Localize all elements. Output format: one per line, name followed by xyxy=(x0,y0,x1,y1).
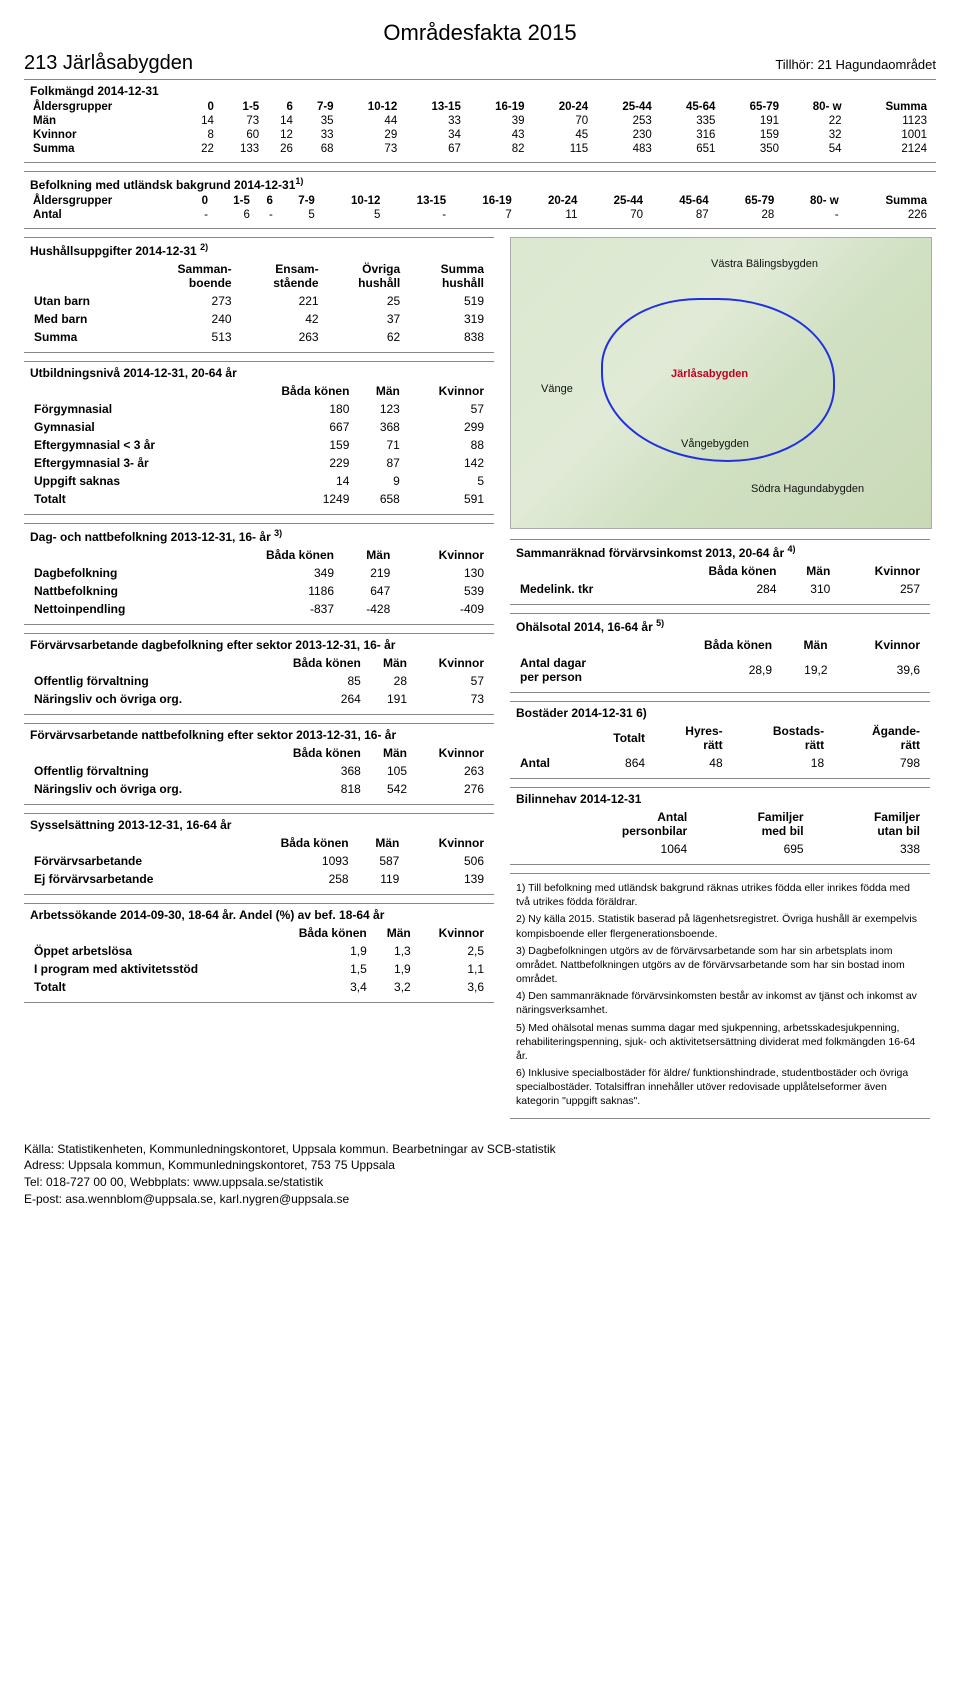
col-label: Åldersgrupper xyxy=(30,194,188,208)
cars-table: Antal personbilarFamiljer med bilFamilje… xyxy=(516,808,924,858)
footer-contact: Tel: 018-727 00 00, Webbplats: www.uppsa… xyxy=(24,1174,936,1191)
jobseek-title: Arbetssökande 2014-09-30, 18-64 år. Ande… xyxy=(30,908,488,922)
education-title: Utbildningsnivå 2014-12-31, 20-64 år xyxy=(30,366,488,380)
population-box: Folkmängd 2014-12-31 Åldersgrupper 0 1-5… xyxy=(24,79,936,163)
table-row: Öppet arbetslösa1,91,32,5 xyxy=(30,942,488,960)
foreign-box: Befolkning med utländsk bakgrund 2014-12… xyxy=(24,171,936,229)
table-row: Antal8644818798 xyxy=(516,754,924,772)
employment-table: Båda könenMänKvinnor Förvärvsarbetande10… xyxy=(30,834,488,888)
map-se-label: Södra Hagundabygden xyxy=(751,483,864,495)
employment-title: Sysselsättning 2013-12-31, 16-64 år xyxy=(30,818,488,832)
education-table: Båda könenMänKvinnor Förgymnasial1801235… xyxy=(30,382,488,508)
daynight-title: Dag- och nattbefolkning 2013-12-31, 16- … xyxy=(30,528,488,544)
night-sector-table: Båda könenMänKvinnor Offentlig förvaltni… xyxy=(30,744,488,798)
footnotes-box: 1) Till befolkning med utländsk bakgrund… xyxy=(510,873,930,1119)
illhealth-box: Ohälsotal 2014, 16-64 år 5) Båda könenMä… xyxy=(510,613,930,693)
belongs-to: Tillhör: 21 Hagundaområdet xyxy=(775,57,936,72)
table-row: Ej förvärvsarbetande258119139 xyxy=(30,870,488,888)
page-footer: Källa: Statistikenheten, Kommunledningsk… xyxy=(24,1141,936,1208)
table-row: Med barn2404237319 xyxy=(30,310,488,328)
household-title: Hushållsuppgifter 2014-12-31 2) xyxy=(30,242,488,258)
population-title: Folkmängd 2014-12-31 xyxy=(30,84,930,98)
table-row: Totalt1249658591 xyxy=(30,490,488,508)
cars-title: Bilinnehav 2014-12-31 xyxy=(516,792,924,806)
table-row: Eftergymnasial 3- år22987142 xyxy=(30,454,488,472)
illhealth-title: Ohälsotal 2014, 16-64 år 5) xyxy=(516,618,924,634)
night-sector-box: Förvärvsarbetande nattbefolkning efter s… xyxy=(24,723,494,805)
table-row: Dagbefolkning349219130 xyxy=(30,564,488,582)
table-row: I program med aktivitetsstöd1,51,91,1 xyxy=(30,960,488,978)
map-s1-label: Vångebygden xyxy=(681,438,749,450)
income-box: Sammanräknad förvärvsinkomst 2013, 20-64… xyxy=(510,539,930,605)
daynight-table: Båda könenMänKvinnor Dagbefolkning349219… xyxy=(30,546,488,618)
map-center-label: Järlåsabygden xyxy=(671,368,748,380)
foreign-table: Åldersgrupper 01-567-910-1213-1516-1920-… xyxy=(30,194,930,222)
housing-table: TotaltHyres- rättBostads- rättÄgande- rä… xyxy=(516,722,924,772)
table-row: Nettoinpendling-837-428-409 xyxy=(30,600,488,618)
day-sector-box: Förvärvsarbetande dagbefolkning efter se… xyxy=(24,633,494,715)
table-row: Antal dagar per person28,919,239,6 xyxy=(516,654,924,686)
foreign-title: Befolkning med utländsk bakgrund 2014-12… xyxy=(30,176,930,192)
footer-address: Adress: Uppsala kommun, Kommunledningsko… xyxy=(24,1157,936,1174)
table-row: Totalt3,43,23,6 xyxy=(30,978,488,996)
education-box: Utbildningsnivå 2014-12-31, 20-64 år Båd… xyxy=(24,361,494,515)
illhealth-table: Båda könenMänKvinnor Antal dagar per per… xyxy=(516,636,924,686)
footnote-3: 3) Dagbefolkningen utgörs av de förvärvs… xyxy=(516,944,924,987)
jobseek-box: Arbetssökande 2014-09-30, 18-64 år. Ande… xyxy=(24,903,494,1003)
footer-source: Källa: Statistikenheten, Kommunledningsk… xyxy=(24,1141,936,1158)
housing-box: Bostäder 2014-12-31 6) TotaltHyres- rätt… xyxy=(510,701,930,779)
table-row: Antal-6-55-711708728-226 xyxy=(30,208,930,222)
table-row: Medelink. tkr284310257 xyxy=(516,580,924,598)
table-row: Offentlig förvaltning368105263 xyxy=(30,762,488,780)
population-table: Åldersgrupper 0 1-5 6 7-9 10-12 13-15 16… xyxy=(30,100,930,156)
table-row: Näringsliv och övriga org.26419173 xyxy=(30,690,488,708)
income-table: Båda könenMänKvinnor Medelink. tkr284310… xyxy=(516,562,924,598)
table-row: Summa221332668736782115483651350542124 xyxy=(30,142,930,156)
jobseek-table: Båda könenMänKvinnor Öppet arbetslösa1,9… xyxy=(30,924,488,996)
page-header: Områdesfakta 2015 213 Järlåsabygden Till… xyxy=(24,20,936,75)
table-row: Näringsliv och övriga org.818542276 xyxy=(30,780,488,798)
table-row: Män1473143544333970253335191221123 xyxy=(30,114,930,128)
household-box: Hushållsuppgifter 2014-12-31 2) Samman- … xyxy=(24,237,494,353)
footer-email: E-post: asa.wennblom@uppsala.se, karl.ny… xyxy=(24,1191,936,1208)
table-row: 1064695338 xyxy=(516,840,924,858)
household-table: Samman- boendeEnsam- ståendeÖvriga hushå… xyxy=(30,260,488,346)
main-title: Områdesfakta 2015 xyxy=(24,20,936,46)
footnote-4: 4) Den sammanräknade förvärvsinkomsten b… xyxy=(516,989,924,1017)
night-sector-title: Förvärvsarbetande nattbefolkning efter s… xyxy=(30,728,488,742)
map-w-label: Vänge xyxy=(541,383,573,395)
footnote-2: 2) Ny källa 2015. Statistik baserad på l… xyxy=(516,912,924,940)
area-code: 213 Järlåsabygden xyxy=(24,52,193,75)
income-title: Sammanräknad förvärvsinkomst 2013, 20-64… xyxy=(516,544,924,560)
table-row: Nattbefolkning1186647539 xyxy=(30,582,488,600)
table-row: Kvinnor860123329344345230316159321001 xyxy=(30,128,930,142)
col-label: Åldersgrupper xyxy=(30,100,183,114)
table-row: Eftergymnasial < 3 år1597188 xyxy=(30,436,488,454)
footnote-6: 6) Inklusive specialbostäder för äldre/ … xyxy=(516,1066,924,1109)
day-sector-table: Båda könenMänKvinnor Offentlig förvaltni… xyxy=(30,654,488,708)
footnote-5: 5) Med ohälsotal menas summa dagar med s… xyxy=(516,1021,924,1064)
map-nw-label: Västra Bälingsbygden xyxy=(711,258,818,270)
table-row: Förvärvsarbetande1093587506 xyxy=(30,852,488,870)
table-row: Offentlig förvaltning852857 xyxy=(30,672,488,690)
housing-title: Bostäder 2014-12-31 6) xyxy=(516,706,924,720)
table-row: Summa51326362838 xyxy=(30,328,488,346)
employment-box: Sysselsättning 2013-12-31, 16-64 år Båda… xyxy=(24,813,494,895)
footnote-1: 1) Till befolkning med utländsk bakgrund… xyxy=(516,881,924,909)
day-sector-title: Förvärvsarbetande dagbefolkning efter se… xyxy=(30,638,488,652)
cars-box: Bilinnehav 2014-12-31 Antal personbilarF… xyxy=(510,787,930,865)
map-image: Järlåsabygden Västra Bälingsbygden Södra… xyxy=(510,237,932,529)
table-row: Uppgift saknas1495 xyxy=(30,472,488,490)
table-row: Gymnasial667368299 xyxy=(30,418,488,436)
table-row: Förgymnasial18012357 xyxy=(30,400,488,418)
daynight-box: Dag- och nattbefolkning 2013-12-31, 16- … xyxy=(24,523,494,625)
table-row: Utan barn27322125519 xyxy=(30,292,488,310)
